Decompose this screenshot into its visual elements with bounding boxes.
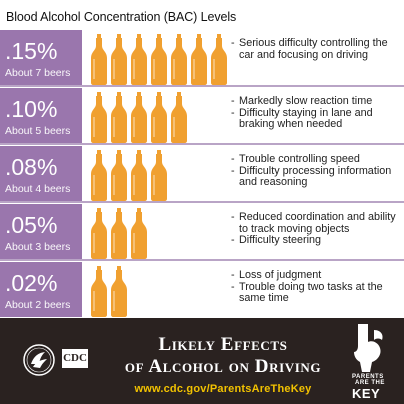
effect-item: Markedly slow reaction time xyxy=(231,95,403,108)
beer-bottle-icon xyxy=(111,34,127,85)
bac-level-panel: .15% About 7 beers xyxy=(0,30,82,85)
beer-bottle-icon xyxy=(131,150,147,201)
bottle-group xyxy=(90,33,230,85)
effect-item: Difficulty processing information and re… xyxy=(231,165,403,189)
beer-bottle-icon xyxy=(131,92,147,143)
bac-row: .05% About 3 beers Reduced coordination … xyxy=(0,204,404,261)
row-divider xyxy=(0,201,404,203)
effects-list: Trouble controlling speed Difficulty pro… xyxy=(231,153,403,189)
parents-are-the-key-logo: PARENTS ARE THE KEY xyxy=(344,322,402,402)
beer-bottle-icon xyxy=(171,34,187,85)
beer-count: About 7 beers xyxy=(5,67,71,79)
beer-bottle-icon xyxy=(131,208,147,259)
row-divider xyxy=(0,143,404,145)
footer-heading-line1: Likely Effects xyxy=(158,334,288,355)
effect-item: Reduced coordination and ability to trac… xyxy=(231,211,403,235)
bac-row: .08% About 4 beers Trouble controlling s… xyxy=(0,146,404,203)
effects-list: Reduced coordination and ability to trac… xyxy=(231,211,403,247)
cdc-logo: CDC xyxy=(62,349,88,368)
pk-logo-line2: ARE THE xyxy=(355,380,385,386)
beer-bottle-icon xyxy=(91,208,107,259)
effect-item: Loss of judgment xyxy=(231,269,403,282)
effect-item: Trouble controlling speed xyxy=(231,153,403,166)
effects-list: Markedly slow reaction time Difficulty s… xyxy=(231,95,403,131)
bottle-group xyxy=(90,91,230,143)
beer-bottle-icon xyxy=(91,92,107,143)
effect-item: Difficulty staying in lane and braking w… xyxy=(231,107,403,131)
beer-bottle-icon xyxy=(111,150,127,201)
beer-bottle-icon xyxy=(91,266,107,317)
row-divider xyxy=(0,259,404,261)
bac-row: .10% About 5 beers Markedly slow reactio… xyxy=(0,88,404,145)
beer-bottle-icon xyxy=(151,34,167,85)
bottle-group xyxy=(90,265,230,317)
effect-item: Serious difficulty controlling the car a… xyxy=(231,37,403,61)
bac-level-panel: .05% About 3 beers xyxy=(0,204,82,259)
bac-level-panel: .10% About 5 beers xyxy=(0,88,82,143)
footer-heading-line2: of Alcohol on Driving xyxy=(124,356,322,377)
beer-bottle-icon xyxy=(151,92,167,143)
hhs-eagle-logo-icon xyxy=(23,344,55,376)
bac-row: .02% About 2 beers Loss of judgment Trou… xyxy=(0,262,404,319)
effects-list: Loss of judgment Trouble doing two tasks… xyxy=(231,269,403,305)
bottle-group xyxy=(90,149,230,201)
pk-logo-line3: KEY xyxy=(352,386,381,401)
effect-item: Trouble doing two tasks at the same time xyxy=(231,281,403,305)
bac-percent: .10% xyxy=(5,96,58,122)
key-silhouette-icon xyxy=(354,324,383,372)
beer-bottle-icon xyxy=(171,92,187,143)
bac-level-panel: .08% About 4 beers xyxy=(0,146,82,201)
row-divider xyxy=(0,85,404,87)
beer-count: About 2 beers xyxy=(5,299,71,311)
beer-bottle-icon xyxy=(111,92,127,143)
beer-bottle-icon xyxy=(111,266,127,317)
bac-row: .15% About 7 beers Serious difficulty co… xyxy=(0,30,404,87)
bac-percent: .08% xyxy=(5,154,58,180)
footer-banner: CDC Likely Effects of Alcohol on Driving… xyxy=(0,318,404,404)
bac-percent: .02% xyxy=(5,270,58,296)
beer-count: About 5 beers xyxy=(5,125,71,137)
beer-bottle-icon xyxy=(191,34,207,85)
footer-url-link[interactable]: www.cdc.gov/ParentsAreTheKey xyxy=(134,383,312,395)
beer-bottle-icon xyxy=(91,150,107,201)
bac-percent: .15% xyxy=(5,38,58,64)
beer-bottle-icon xyxy=(211,34,227,85)
beer-count: About 3 beers xyxy=(5,241,71,253)
beer-bottle-icon xyxy=(111,208,127,259)
bottle-group xyxy=(90,207,230,259)
bac-percent: .05% xyxy=(5,212,58,238)
beer-bottle-icon xyxy=(131,34,147,85)
beer-bottle-icon xyxy=(91,34,107,85)
effects-list: Serious difficulty controlling the car a… xyxy=(231,37,403,61)
chart-title: Blood Alcohol Concentration (BAC) Levels xyxy=(6,10,237,24)
beer-count: About 4 beers xyxy=(5,183,71,195)
effect-item: Difficulty steering xyxy=(231,234,403,247)
pk-logo-line1: PARENTS xyxy=(352,374,384,380)
bac-level-panel: .02% About 2 beers xyxy=(0,262,82,317)
beer-bottle-icon xyxy=(151,150,167,201)
